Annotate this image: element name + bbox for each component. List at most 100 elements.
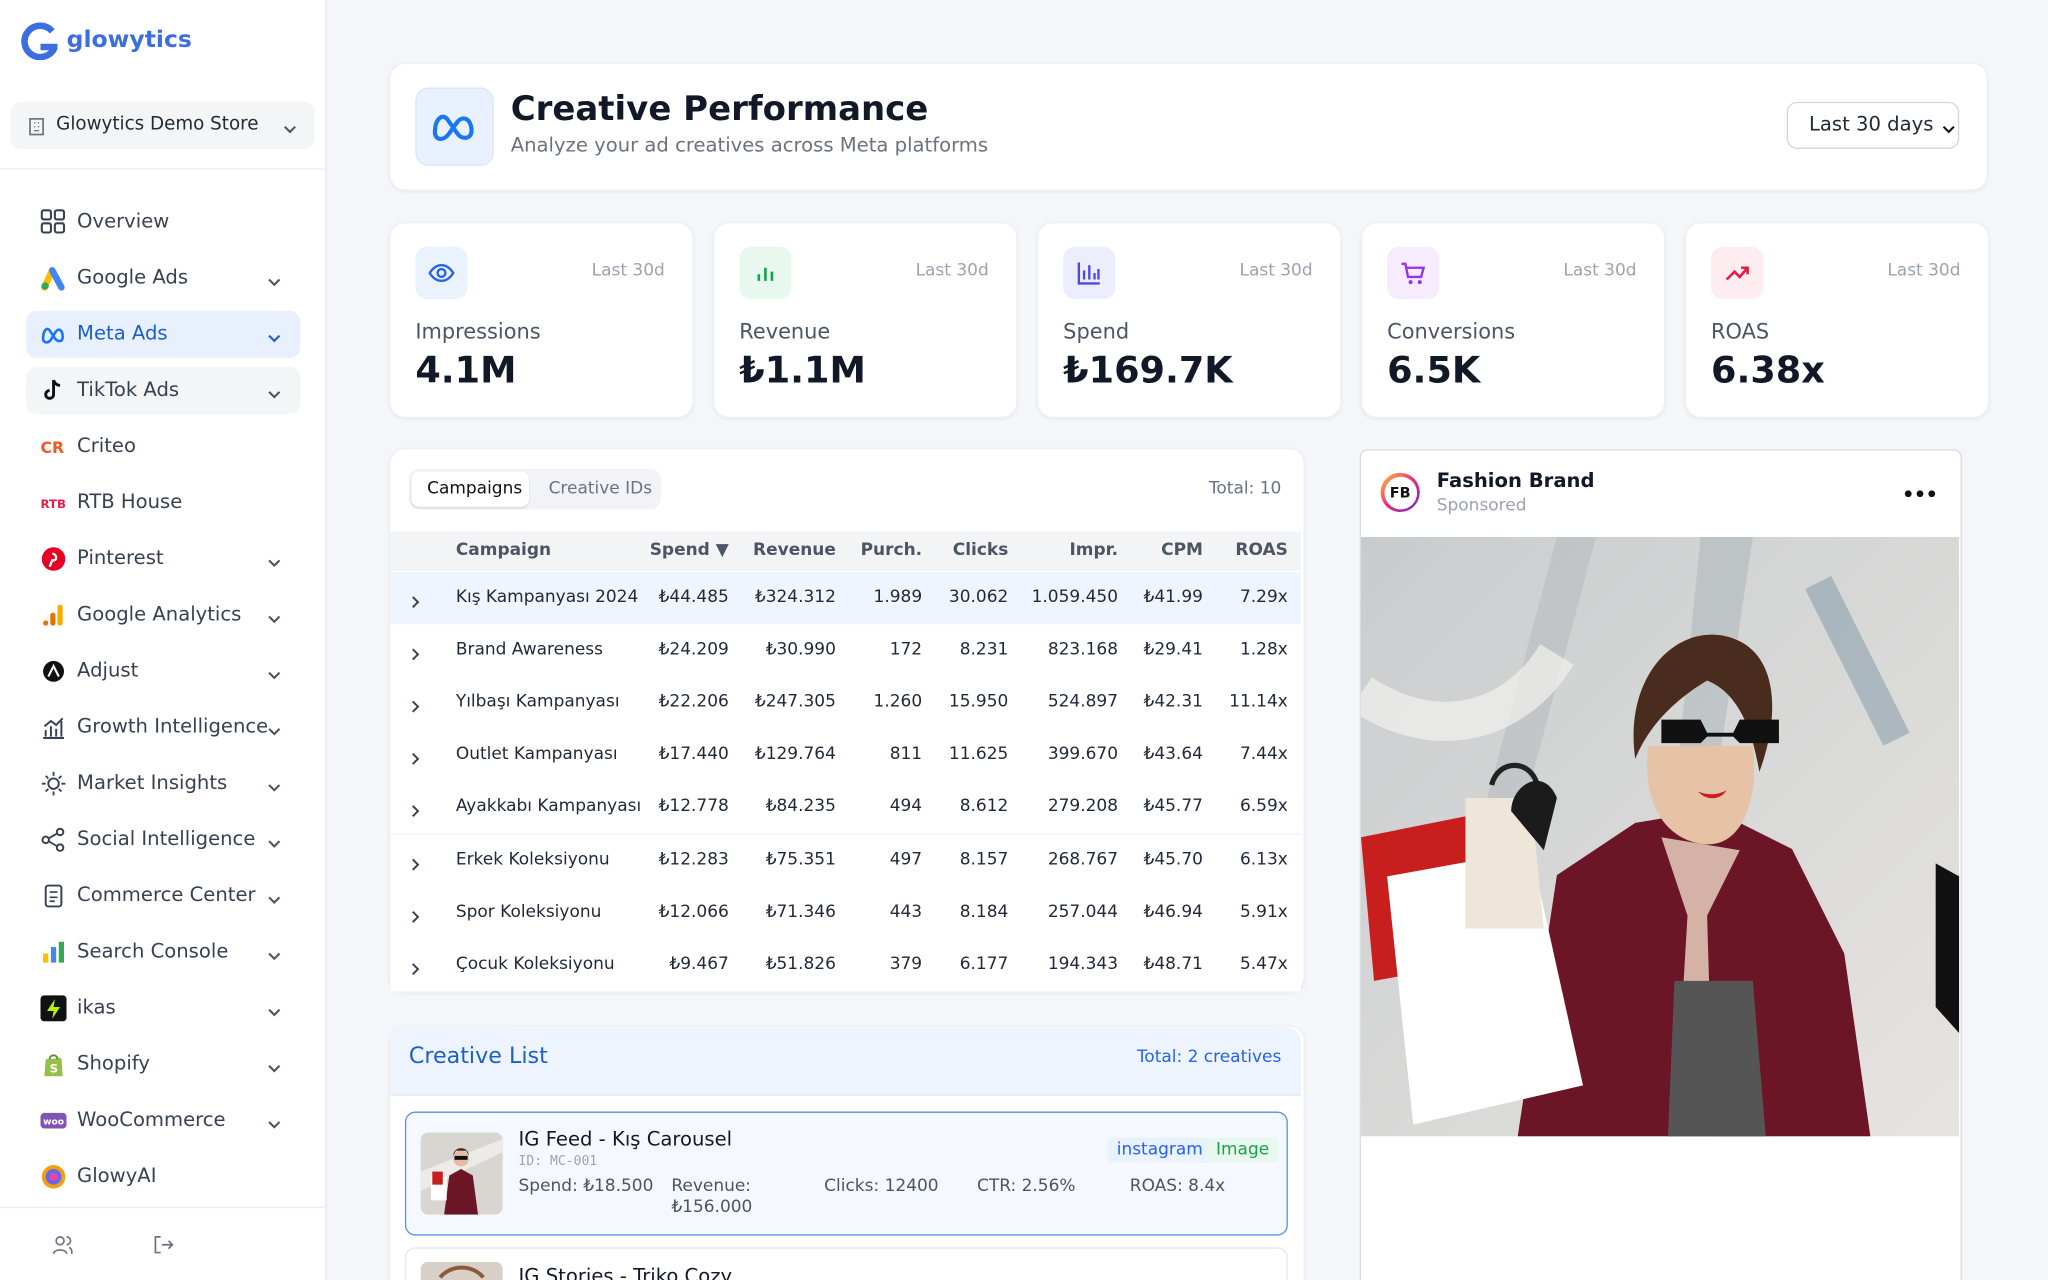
graphic-path [52,1236,73,1255]
table-cell: 5.91x [1239,901,1288,922]
graphic-rect [58,941,64,963]
column-header[interactable]: ROAS [1235,540,1288,561]
table-cell: 6.13x [1239,849,1288,870]
graphic-svg: S [44,1054,63,1077]
nav-label: GlowyAI [77,1163,157,1188]
table-row[interactable] [390,676,1301,731]
nav-label: Criteo [77,433,136,458]
chevron-icon [266,664,282,680]
graphic-path [43,717,64,739]
graphic-path [1633,634,1773,772]
nav-label: Google Analytics [77,602,242,626]
graphic-circle [41,282,49,290]
column-header[interactable]: Revenue [753,540,836,561]
table-cell: ₺44.485 [658,587,729,608]
column-header[interactable]: Purch. [860,540,923,561]
graphic-path [41,771,66,796]
graphic-text: S [50,1061,58,1075]
graphic-svg [43,604,63,626]
table-row[interactable] [390,938,1301,993]
creative-name: IG Feed - Kış Carousel [518,1127,733,1151]
graphic-path [412,753,420,766]
store-selector[interactable] [10,101,315,149]
tab-active[interactable] [411,471,529,507]
nav-item[interactable] [26,423,300,470]
column-header[interactable]: CPM [1161,540,1203,561]
graphic-path [453,1148,469,1156]
table-cell: ₺129.764 [754,744,836,765]
page-subtitle: Analyze your ad creatives across Meta pl… [510,133,989,157]
graphic-path [268,784,281,792]
nav-icon [40,377,66,403]
graphic-rect [40,222,52,234]
chevron-icon [266,270,282,287]
nav-item[interactable] [26,1153,300,1200]
table-cell: 524.897 [1047,692,1119,713]
graphic-rect [50,946,57,963]
table-cell: ₺51.826 [765,954,836,974]
graphic-svg [412,962,420,975]
graphic-path [1667,980,1766,1138]
graphic-circle [1904,490,1912,498]
kpi-value: ₺169.7K [1063,348,1233,392]
nav-item[interactable] [26,985,300,1032]
creative-thumbnail [420,1132,503,1215]
table-cell: ₺30.990 [765,640,836,660]
nav-item[interactable] [26,1041,300,1088]
column-header[interactable]: Impr. [1069,540,1119,561]
nav-icon [40,827,66,853]
nav-item[interactable] [26,310,301,358]
table-row[interactable] [390,886,1301,940]
kpi-period: Last 30d [915,261,989,281]
tab-label[interactable]: Creative IDs [548,479,653,499]
graphic-circle [1928,490,1936,498]
nav-item[interactable] [26,367,301,415]
kpi-period: Last 30d [591,261,665,281]
store-name: Glowytics Demo Store [56,113,259,135]
tab-label[interactable]: Campaigns [427,479,523,499]
graphic-path [44,1057,63,1077]
table-row[interactable] [390,833,1301,888]
graphic-path [47,999,61,1019]
table-cell: Çocuk Koleksiyonu [455,954,615,974]
graphic-text: RTB [40,497,66,511]
avatar [1383,476,1417,509]
divider [0,168,326,170]
table-cell: 497 [889,849,923,870]
table-cell: 494 [889,797,923,817]
column-header[interactable]: Campaign [455,540,552,561]
column-header[interactable]: Clicks [952,540,1009,561]
graphic-svg [268,1065,281,1073]
kpi-value: 6.38x [1711,348,1825,392]
chevron-icon [1941,118,1957,134]
nav-label: Google Ads [77,265,189,289]
graphic-rect [40,209,52,221]
creative-metric: Clicks: 12400 [824,1176,939,1197]
table-cell: ₺46.94 [1143,901,1203,922]
kpi-value: 4.1M [415,348,517,392]
kpi-icon [1400,260,1426,286]
table-cell: 194.343 [1047,954,1119,974]
kpi-label: ROAS [1711,318,1770,344]
creative-item[interactable] [404,1111,1288,1236]
graphic-svg [41,327,64,344]
nav-item[interactable] [26,648,300,695]
kpi-period: Last 30d [1563,261,1637,281]
table-cell: Brand Awareness [455,640,603,660]
graphic-svg [1077,262,1100,285]
nav-label: Social Intelligence [77,826,256,851]
graphic-svg [268,559,281,568]
graphic-path [1489,762,1540,786]
nav-icon [40,265,66,291]
graphic-path [48,1054,59,1060]
date-range-select[interactable] [1786,101,1960,149]
column-header[interactable]: Spend ▼ [649,540,729,561]
table-cell: 15.950 [948,692,1009,713]
table-cell: Ayakkabı Kampanyası [455,797,642,817]
graphic-circle [41,835,50,845]
creative-item[interactable] [404,1247,1288,1280]
graphic-svg [41,547,66,571]
graphic-svg: CR [40,438,64,457]
graphic-path [1805,575,1910,746]
